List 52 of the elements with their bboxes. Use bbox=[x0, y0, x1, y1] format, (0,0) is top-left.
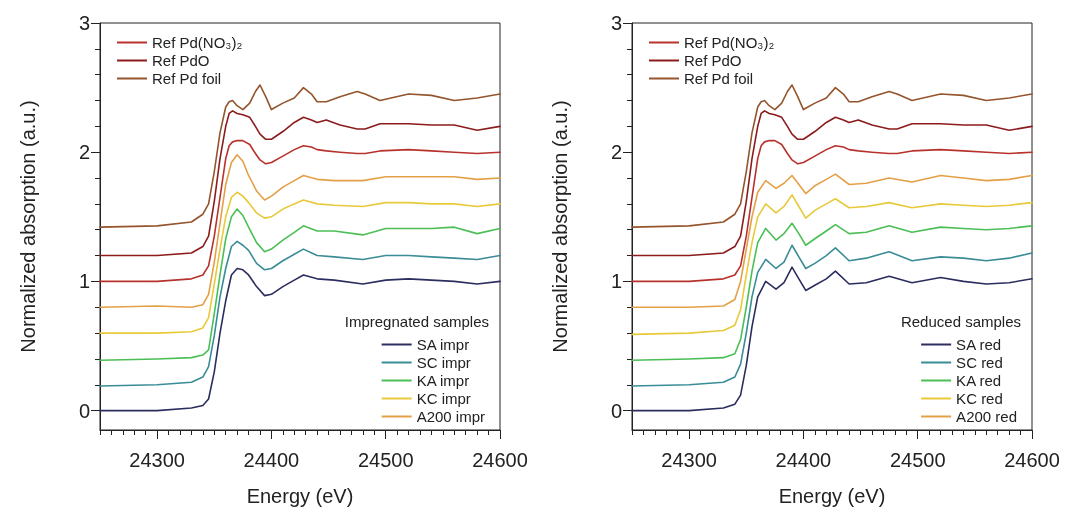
legend-label: SA impr bbox=[416, 336, 470, 353]
legend-label: Ref Pd foil bbox=[684, 70, 754, 87]
y-tick-label: 1 bbox=[610, 270, 622, 293]
legend-label: Ref PdO bbox=[152, 52, 210, 69]
legend-label: KC impr bbox=[416, 390, 471, 407]
x-tick-label: 24600 bbox=[472, 449, 528, 471]
line-series bbox=[99, 139, 501, 283]
y-tick-label: 3 bbox=[610, 12, 622, 34]
line-series bbox=[631, 266, 1033, 412]
legend-label: Ref Pd(NO₃)₂ bbox=[684, 34, 775, 51]
legend-label: KA impr bbox=[416, 372, 470, 389]
y-tick-label: 1 bbox=[78, 270, 90, 293]
x-tick-label: 24300 bbox=[661, 449, 717, 471]
legend-label: KC red bbox=[956, 390, 1003, 407]
legend-label: A200 red bbox=[956, 408, 1018, 425]
y-tick-label: 0 bbox=[610, 399, 622, 422]
y-tick-label: 3 bbox=[78, 12, 90, 34]
line-series bbox=[99, 240, 501, 387]
y-tick-label: 0 bbox=[78, 399, 90, 422]
y-axis-title: Normalized absorption (a.u.) bbox=[549, 100, 571, 353]
y-tick-label: 2 bbox=[610, 141, 622, 164]
line-series bbox=[99, 153, 501, 309]
y-axis-title: Normalized absorption (a.u.) bbox=[17, 100, 39, 353]
line-series bbox=[99, 267, 501, 412]
x-axis-title: Energy (eV) bbox=[246, 485, 354, 507]
line-series bbox=[99, 84, 501, 228]
legend-label: SA red bbox=[956, 336, 1002, 353]
line-series bbox=[99, 191, 501, 334]
legend-label: SC impr bbox=[416, 354, 471, 371]
x-tick-label: 24600 bbox=[1004, 449, 1060, 471]
line-series bbox=[99, 110, 501, 257]
line-series bbox=[631, 139, 1033, 283]
legend-label: Ref Pd foil bbox=[152, 70, 222, 87]
x-axis-title: Energy (eV) bbox=[778, 485, 886, 507]
legend-label: KA red bbox=[956, 372, 1002, 389]
x-tick-label: 24500 bbox=[889, 449, 946, 471]
legend-label: A200 impr bbox=[416, 408, 486, 425]
line-series bbox=[631, 173, 1033, 309]
legend-title: Impregnated samples bbox=[344, 313, 490, 330]
legend-label: SC red bbox=[956, 354, 1003, 371]
line-series bbox=[631, 84, 1033, 228]
line-series bbox=[631, 194, 1033, 336]
x-tick-label: 24400 bbox=[775, 449, 832, 471]
legend-label: Ref PdO bbox=[684, 52, 742, 69]
y-tick-label: 2 bbox=[78, 141, 90, 164]
x-tick-label: 24400 bbox=[243, 449, 300, 471]
x-tick-label: 24500 bbox=[357, 449, 414, 471]
line-series bbox=[631, 110, 1033, 257]
legend-title: Reduced samples bbox=[900, 313, 1022, 330]
legend-label: Ref Pd(NO₃)₂ bbox=[152, 34, 243, 51]
line-series bbox=[631, 244, 1033, 387]
x-tick-label: 24300 bbox=[129, 449, 185, 471]
